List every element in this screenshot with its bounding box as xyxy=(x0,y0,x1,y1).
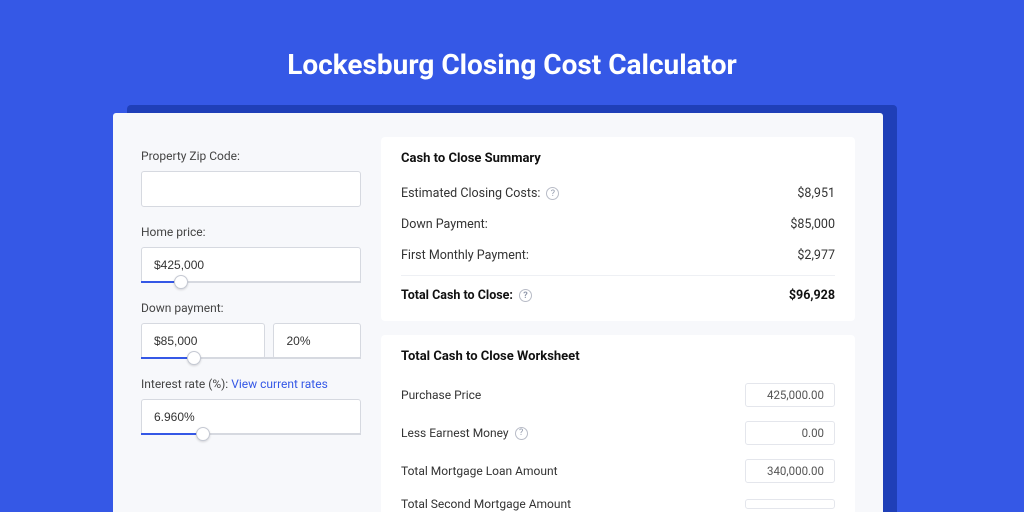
home-price-field-group: Home price: xyxy=(141,225,361,283)
help-icon[interactable]: ? xyxy=(546,187,559,200)
down-payment-label: Down payment: xyxy=(141,301,361,315)
calculator-card: Property Zip Code: Home price: Down paym… xyxy=(113,113,883,512)
down-payment-pct-input[interactable] xyxy=(273,323,361,359)
down-payment-input[interactable] xyxy=(141,323,265,359)
summary-total-value: $96,928 xyxy=(789,288,835,303)
worksheet-value-box[interactable]: 0.00 xyxy=(745,421,835,445)
interest-label: Interest rate (%): View current rates xyxy=(141,377,361,391)
worksheet-value-box[interactable]: 425,000.00 xyxy=(745,383,835,407)
summary-value: $8,951 xyxy=(797,186,835,201)
summary-row-first-payment: First Monthly Payment: $2,977 xyxy=(401,240,835,271)
worksheet-label: Less Earnest Money xyxy=(401,426,509,440)
summary-total-label: Total Cash to Close: xyxy=(401,288,513,303)
summary-panel: Cash to Close Summary Estimated Closing … xyxy=(381,137,855,321)
worksheet-value-box[interactable]: 340,000.00 xyxy=(745,459,835,483)
worksheet-title: Total Cash to Close Worksheet xyxy=(401,349,835,364)
zip-input[interactable] xyxy=(141,171,361,207)
home-price-label: Home price: xyxy=(141,225,361,239)
slider-thumb[interactable] xyxy=(187,351,201,365)
summary-row-total: Total Cash to Close: ? $96,928 xyxy=(401,275,835,311)
page-title: Lockesburg Closing Cost Calculator xyxy=(0,0,1024,105)
worksheet-row-second-mortgage: Total Second Mortgage Amount xyxy=(401,490,835,512)
results-column: Cash to Close Summary Estimated Closing … xyxy=(381,137,855,509)
worksheet-row-earnest-money: Less Earnest Money ? 0.00 xyxy=(401,414,835,452)
home-price-slider[interactable] xyxy=(141,281,361,283)
interest-slider[interactable] xyxy=(141,433,361,435)
view-rates-link[interactable]: View current rates xyxy=(231,377,328,391)
input-column: Property Zip Code: Home price: Down paym… xyxy=(141,137,361,509)
worksheet-row-purchase-price: Purchase Price 425,000.00 xyxy=(401,376,835,414)
summary-label: Down Payment: xyxy=(401,217,488,232)
worksheet-label: Purchase Price xyxy=(401,388,481,402)
worksheet-panel: Total Cash to Close Worksheet Purchase P… xyxy=(381,335,855,512)
summary-value: $2,977 xyxy=(797,248,835,263)
summary-row-closing-costs: Estimated Closing Costs: ? $8,951 xyxy=(401,178,835,209)
summary-row-down-payment: Down Payment: $85,000 xyxy=(401,209,835,240)
zip-field-group: Property Zip Code: xyxy=(141,149,361,207)
worksheet-label: Total Mortgage Loan Amount xyxy=(401,464,558,478)
help-icon[interactable]: ? xyxy=(519,289,532,302)
summary-title: Cash to Close Summary xyxy=(401,151,835,166)
card-shadow: Property Zip Code: Home price: Down paym… xyxy=(127,105,897,512)
interest-field-group: Interest rate (%): View current rates xyxy=(141,377,361,435)
slider-thumb[interactable] xyxy=(174,275,188,289)
interest-label-text: Interest rate (%): xyxy=(141,377,228,391)
summary-label: First Monthly Payment: xyxy=(401,248,529,263)
zip-label: Property Zip Code: xyxy=(141,149,361,163)
down-payment-field-group: Down payment: xyxy=(141,301,361,359)
down-payment-slider[interactable] xyxy=(141,357,361,359)
interest-input[interactable] xyxy=(141,399,361,435)
worksheet-label: Total Second Mortgage Amount xyxy=(401,497,571,511)
summary-label: Estimated Closing Costs: xyxy=(401,186,540,201)
help-icon[interactable]: ? xyxy=(515,427,528,440)
summary-value: $85,000 xyxy=(790,217,835,232)
slider-thumb[interactable] xyxy=(196,427,210,441)
worksheet-row-mortgage-amount: Total Mortgage Loan Amount 340,000.00 xyxy=(401,452,835,490)
worksheet-value-box[interactable] xyxy=(745,499,835,509)
